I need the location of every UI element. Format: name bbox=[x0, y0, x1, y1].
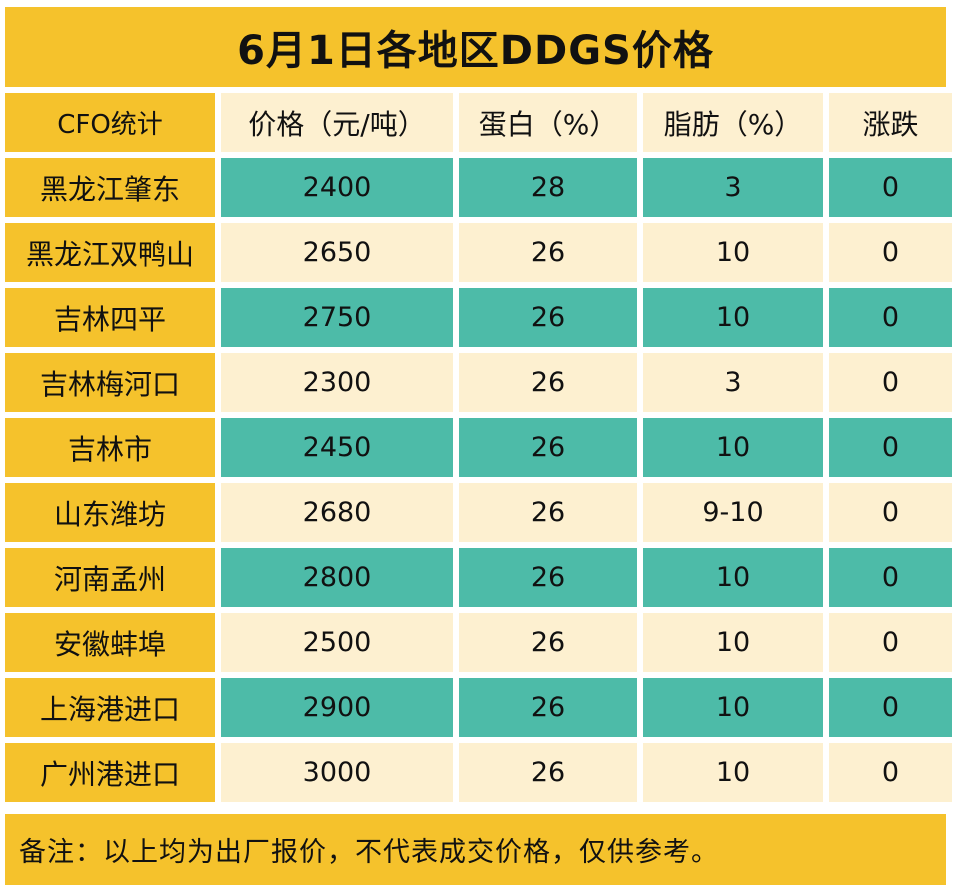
table-cell-fat: 10 bbox=[643, 418, 823, 477]
column-header-price: 价格（元/吨） bbox=[221, 93, 453, 152]
table-cell-fat: 10 bbox=[643, 223, 823, 282]
table-cell-protein: 28 bbox=[459, 158, 637, 217]
table-cell-fat: 10 bbox=[643, 678, 823, 737]
table-cell-price: 2650 bbox=[221, 223, 453, 282]
table-cell-change: 0 bbox=[829, 223, 952, 282]
table-cell-price: 2450 bbox=[221, 418, 453, 477]
table-cell-fat: 10 bbox=[643, 548, 823, 607]
table-cell-protein: 26 bbox=[459, 548, 637, 607]
table-cell-fat: 3 bbox=[643, 158, 823, 217]
table-cell-price: 3000 bbox=[221, 743, 453, 802]
table-cell-price: 2800 bbox=[221, 548, 453, 607]
table-cell-change: 0 bbox=[829, 743, 952, 802]
table-row-region: 吉林市 bbox=[5, 418, 215, 477]
table-row-region: 黑龙江肇东 bbox=[5, 158, 215, 217]
column-header-change: 涨跌 bbox=[829, 93, 952, 152]
footnote: 备注：以上均为出厂报价，不代表成交价格，仅供参考。 bbox=[5, 814, 946, 885]
column-header-fat: 脂肪（%） bbox=[643, 93, 823, 152]
table-cell-change: 0 bbox=[829, 353, 952, 412]
table-cell-protein: 26 bbox=[459, 418, 637, 477]
table-row-region: 吉林四平 bbox=[5, 288, 215, 347]
table-cell-fat: 3 bbox=[643, 353, 823, 412]
table-cell-change: 0 bbox=[829, 678, 952, 737]
table-cell-change: 0 bbox=[829, 613, 952, 672]
table-cell-protein: 26 bbox=[459, 288, 637, 347]
table-cell-price: 2900 bbox=[221, 678, 453, 737]
table-row-region: 山东潍坊 bbox=[5, 483, 215, 542]
table-cell-change: 0 bbox=[829, 418, 952, 477]
price-table-card: 6月1日各地区DDGS价格 CFO统计 价格（元/吨） 蛋白（%） 脂肪（%） … bbox=[5, 7, 952, 885]
table-row-region: 河南孟州 bbox=[5, 548, 215, 607]
table-row-region: 上海港进口 bbox=[5, 678, 215, 737]
table-cell-protein: 26 bbox=[459, 613, 637, 672]
table-cell-fat: 9-10 bbox=[643, 483, 823, 542]
column-header-source: CFO统计 bbox=[5, 93, 215, 152]
table-cell-change: 0 bbox=[829, 483, 952, 542]
table-cell-price: 2500 bbox=[221, 613, 453, 672]
table-cell-change: 0 bbox=[829, 288, 952, 347]
table-cell-protein: 26 bbox=[459, 223, 637, 282]
table-cell-fat: 10 bbox=[643, 743, 823, 802]
table-cell-price: 2680 bbox=[221, 483, 453, 542]
table-cell-price: 2300 bbox=[221, 353, 453, 412]
table-row-region: 黑龙江双鸭山 bbox=[5, 223, 215, 282]
table-row-region: 安徽蚌埠 bbox=[5, 613, 215, 672]
table-cell-price: 2750 bbox=[221, 288, 453, 347]
page-title: 6月1日各地区DDGS价格 bbox=[5, 7, 946, 87]
table-cell-protein: 26 bbox=[459, 353, 637, 412]
table-cell-protein: 26 bbox=[459, 483, 637, 542]
table-cell-fat: 10 bbox=[643, 288, 823, 347]
table-row-region: 广州港进口 bbox=[5, 743, 215, 802]
table-cell-change: 0 bbox=[829, 158, 952, 217]
table-cell-change: 0 bbox=[829, 548, 952, 607]
table-cell-price: 2400 bbox=[221, 158, 453, 217]
table-cell-fat: 10 bbox=[643, 613, 823, 672]
table-cell-protein: 26 bbox=[459, 743, 637, 802]
table-cell-protein: 26 bbox=[459, 678, 637, 737]
column-header-protein: 蛋白（%） bbox=[459, 93, 637, 152]
table-row-region: 吉林梅河口 bbox=[5, 353, 215, 412]
price-table: CFO统计 价格（元/吨） 蛋白（%） 脂肪（%） 涨跌 黑龙江肇东 2400 … bbox=[5, 93, 952, 802]
